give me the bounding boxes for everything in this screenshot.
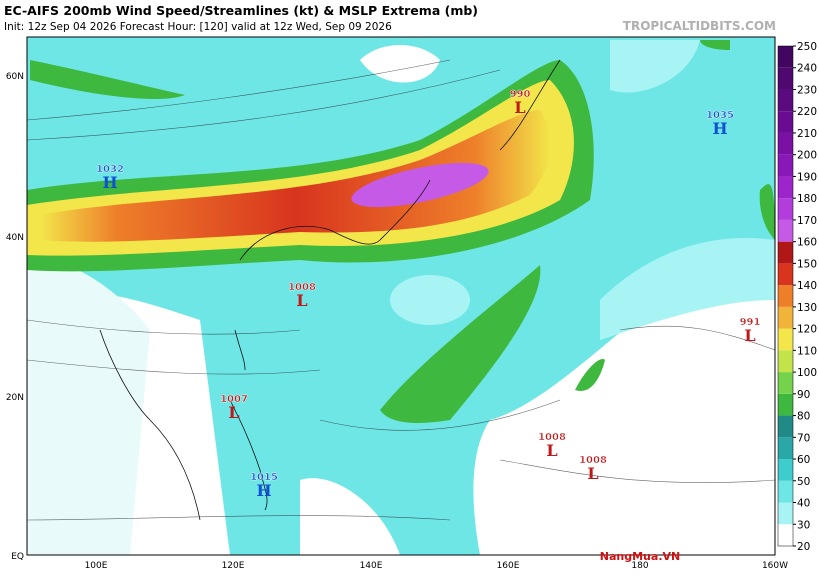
colorbar-label: 30: [797, 519, 810, 531]
pressure-symbol: L: [228, 403, 239, 422]
colorbar-label: 210: [797, 128, 817, 140]
colorbar-bin: [778, 328, 793, 351]
map-field: [27, 37, 775, 555]
colorbar-label: 50: [797, 476, 810, 488]
colorbar-label: 40: [797, 498, 810, 510]
pressure-symbol: L: [546, 441, 557, 460]
colorbar-bin: [778, 459, 793, 481]
colorbar-label: 20: [797, 541, 810, 553]
colorbar-label: 160: [797, 237, 817, 249]
colorbar-label: 80: [797, 411, 810, 423]
colorbar-label: 120: [797, 324, 817, 336]
lat-label: 40N: [6, 233, 24, 243]
pressure-value: 1008: [538, 432, 566, 443]
lon-label: 100E: [85, 561, 108, 571]
lat-label: EQ: [11, 552, 24, 562]
lon-label: 160E: [497, 561, 520, 571]
colorbar-bin: [778, 132, 793, 155]
colorbar-bin: [778, 372, 793, 394]
colorbar-bin: [778, 154, 793, 177]
colorbar-bin: [778, 241, 793, 264]
pressure-value: 1007: [220, 394, 248, 405]
pressure-symbol: H: [256, 481, 271, 500]
colorbar-bin: [778, 67, 793, 90]
colorbar-bin: [778, 219, 793, 242]
colorbar-label: 130: [797, 302, 817, 314]
lon-label: 120E: [222, 561, 245, 571]
colorbar-bin: [778, 111, 793, 133]
colorbar-label: 250: [797, 41, 817, 53]
lat-label: 60N: [6, 72, 24, 82]
colorbar-label: 60: [797, 454, 810, 466]
pressure-value: 1008: [288, 282, 316, 293]
colorbar-bin: [778, 285, 793, 307]
colorbar-label: 170: [797, 215, 817, 227]
colorbar-bin: [778, 198, 793, 220]
map-title: EC-AIFS 200mb Wind Speed/Streamlines (kt…: [4, 3, 478, 18]
colorbar-label: 110: [797, 345, 817, 357]
pressure-symbol: L: [587, 464, 598, 483]
lat-label: 20N: [6, 393, 24, 403]
pressure-value: 1032: [96, 164, 124, 175]
colorbar-label: 240: [797, 63, 817, 75]
lon-label: 160W: [762, 561, 788, 571]
colorbar-label: 220: [797, 106, 817, 118]
pressure-symbol: L: [744, 326, 755, 345]
colorbar-bin: [778, 350, 793, 373]
pressure-symbol: H: [102, 173, 117, 192]
colorbar-bin: [778, 306, 793, 329]
colorbar-bin: [778, 176, 793, 199]
colorbar-label: 190: [797, 171, 817, 183]
pressure-value: 1015: [250, 472, 278, 483]
colorbar-label: 230: [797, 84, 817, 96]
pressure-symbol: L: [296, 291, 307, 310]
colorbar-label: 180: [797, 193, 817, 205]
map-frame: [26, 36, 776, 556]
lon-label: 180: [631, 561, 648, 571]
colorbar-label: 100: [797, 367, 817, 379]
colorbar-label: 150: [797, 258, 817, 270]
colorbar-bin: [778, 89, 793, 112]
pressure-value: 1008: [579, 455, 607, 466]
colorbar-bin: [778, 502, 793, 525]
pressure-symbol: H: [712, 119, 727, 138]
colorbar-bin: [778, 393, 793, 416]
site-name: TROPICALTIDBITS.COM: [623, 19, 776, 33]
colorbar-bin: [778, 437, 793, 460]
colorbar-bin: [778, 263, 793, 286]
pressure-value: 1035: [706, 110, 734, 121]
colorbar-bin: [778, 415, 793, 438]
pressure-value: 990: [510, 89, 531, 100]
colorbar-bin: [778, 46, 793, 68]
colorbar-label: 90: [797, 389, 810, 401]
colorbar-bin: [778, 524, 793, 546]
map-subtitle: Init: 12z Sep 04 2026 Forecast Hour: [12…: [4, 21, 392, 33]
pressure-symbol: L: [514, 98, 525, 117]
pressure-value: 991: [740, 317, 761, 328]
colorbar-label: 140: [797, 280, 817, 292]
colorbar-frame: [777, 45, 794, 547]
colorbar-bin: [778, 480, 793, 503]
watermark: NangMua.VN: [600, 550, 680, 563]
colorbar-label: 200: [797, 150, 817, 162]
colorbar-label: 70: [797, 432, 810, 444]
lon-label: 140E: [360, 561, 383, 571]
